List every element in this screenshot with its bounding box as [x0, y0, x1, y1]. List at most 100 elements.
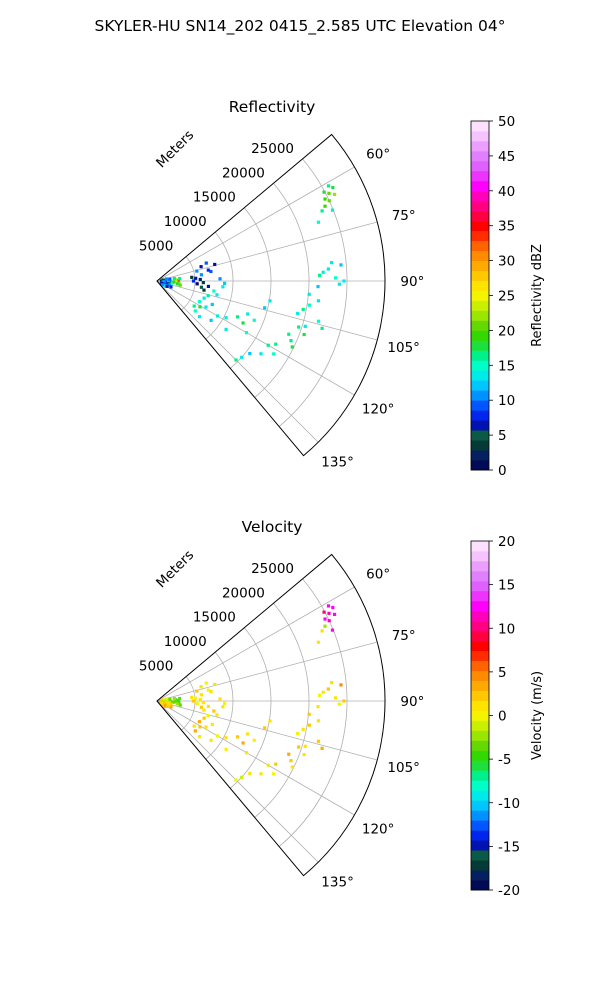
colorbar-tick-label: -15	[498, 839, 520, 855]
radar-gate	[246, 732, 250, 736]
radar-gate	[320, 629, 324, 633]
colorbar-swatch	[471, 310, 489, 321]
angle-tick-label: 135°	[321, 455, 354, 471]
colorbar-swatch	[471, 840, 489, 851]
radar-gate	[215, 314, 220, 318]
colorbar-swatch	[471, 460, 489, 471]
colorbar-swatch	[471, 880, 489, 891]
colorbar-tick-label: 0	[498, 463, 507, 479]
radar-gate	[323, 204, 327, 208]
colorbar-swatch	[471, 150, 489, 162]
colorbar-tick-label: -10	[498, 796, 520, 812]
colorbar-swatch	[471, 350, 489, 361]
colorbar-tick-label: 25	[498, 289, 515, 305]
colorbar-swatch	[471, 550, 489, 562]
radar-gate	[307, 303, 311, 307]
radar-gate	[201, 281, 205, 285]
radar-gate	[198, 277, 202, 282]
radar-gate	[240, 775, 244, 779]
radar-gate	[333, 696, 338, 700]
azimuth-line	[156, 700, 319, 863]
colorbar-swatch	[471, 220, 489, 232]
radar-gate	[316, 285, 320, 289]
range-tick-label: 20000	[222, 585, 265, 601]
radar-gate	[235, 735, 240, 739]
radar-gate	[204, 261, 208, 265]
radar-gate	[224, 327, 228, 331]
azimuth-line	[156, 700, 378, 761]
range-ring	[254, 183, 310, 398]
radar-gate	[322, 190, 326, 194]
radar-gate	[199, 265, 203, 269]
colorbar-swatch	[471, 870, 489, 881]
colorbar-swatch	[471, 660, 489, 672]
radar-gate	[321, 690, 325, 694]
range-tick-label: 25000	[251, 561, 294, 577]
angle-tick-label: 90°	[400, 274, 424, 290]
colorbar-swatch	[471, 580, 489, 592]
radar-gate	[329, 681, 334, 685]
radar-gate	[169, 285, 173, 289]
colorbar-swatch	[471, 810, 489, 821]
radar-gate	[316, 719, 321, 723]
range-ring	[205, 651, 234, 760]
angle-tick-label: 75°	[392, 208, 416, 224]
radar-gate	[221, 285, 225, 289]
colorbar-swatch	[471, 270, 489, 281]
radar-gate	[169, 699, 173, 704]
colorbar-swatch	[471, 590, 489, 602]
velocity-points	[159, 604, 346, 782]
radar-gate	[167, 280, 171, 285]
reflectivity-angle-ticks: 60° 75° 90° 105° 120° 135°	[321, 146, 424, 470]
radar-gate	[215, 293, 219, 297]
radar-gate	[165, 697, 169, 701]
angle-tick-label: 135°	[321, 875, 354, 891]
radar-gate	[342, 699, 346, 703]
colorbar-swatch	[471, 860, 489, 871]
radar-gate	[259, 352, 263, 356]
radar-gate	[202, 708, 206, 712]
radar-gate	[204, 725, 208, 729]
radar-gate	[167, 703, 171, 707]
radar-gate	[327, 619, 331, 623]
radar-gate	[165, 277, 169, 281]
range-tick-label: 25000	[251, 141, 294, 157]
radar-gate	[317, 693, 322, 697]
colorbar-swatch	[471, 260, 489, 271]
radar-gate	[191, 699, 196, 703]
colorbar-tick-label: 15	[498, 578, 515, 594]
angle-tick-label: 75°	[392, 628, 416, 644]
radar-gate	[337, 702, 341, 706]
colorbar-swatch	[471, 650, 489, 662]
radar-gate	[274, 342, 278, 346]
colorbar-tick-label: 0	[498, 709, 507, 725]
radar-gate	[202, 716, 206, 720]
radar-gate	[165, 284, 169, 288]
azimuth-line	[156, 586, 355, 702]
colorbar-swatch	[471, 140, 489, 152]
radar-gate	[287, 332, 291, 336]
radar-gate	[178, 697, 182, 701]
velocity-title: Velocity	[242, 518, 303, 536]
colorbar-swatch	[471, 180, 489, 192]
colorbar-swatch	[471, 450, 489, 461]
colorbar-swatch	[471, 560, 489, 572]
radar-gate	[195, 689, 199, 693]
radar-gate	[174, 280, 178, 284]
colorbar-tick-label: 20	[498, 534, 515, 550]
radar-gate	[210, 722, 214, 727]
colorbar-swatch	[471, 330, 489, 341]
radar-gate	[172, 280, 176, 284]
radar-gate	[301, 727, 305, 732]
radar-gate	[321, 270, 325, 274]
colorbar-swatch	[471, 570, 489, 582]
radar-gate	[198, 697, 202, 702]
radar-gate	[333, 192, 337, 196]
radar-gate	[316, 705, 320, 709]
radar-gate	[191, 279, 196, 283]
radar-gate	[329, 261, 334, 265]
figure-title: SKYLER-HU SN14_202 0415_2.585 UTC Elevat…	[95, 17, 506, 36]
radar-gate	[244, 331, 249, 335]
radar-gate	[195, 269, 199, 273]
radar-gate	[165, 704, 169, 708]
